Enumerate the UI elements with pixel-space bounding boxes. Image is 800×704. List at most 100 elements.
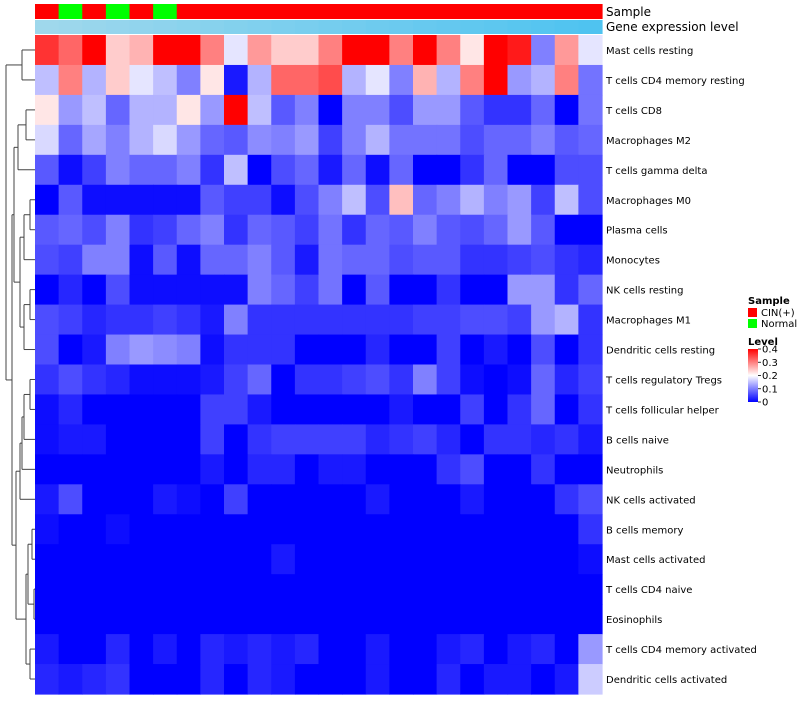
heatmap-cell — [271, 664, 296, 695]
gene-expression-annotation-cell — [507, 20, 532, 34]
heatmap-cell — [531, 394, 556, 426]
heatmap-cell — [318, 604, 343, 635]
heatmap-cell — [318, 154, 343, 186]
heatmap-cell — [507, 274, 532, 306]
heatmap-cell — [318, 64, 343, 96]
heatmap-cell — [105, 124, 131, 156]
heatmap-cell — [483, 364, 509, 396]
heatmap-cell — [413, 424, 438, 455]
heatmap-cell — [554, 334, 579, 366]
heatmap-cell — [318, 334, 343, 366]
heatmap-cell — [365, 574, 390, 605]
legend-swatch-normal — [748, 319, 757, 328]
heatmap-cell — [483, 664, 509, 695]
heatmap-cell — [271, 35, 296, 66]
annotation-label-sample: Sample — [606, 5, 651, 19]
heatmap-cell — [578, 514, 603, 545]
heatmap-cell — [176, 334, 201, 366]
heatmap-cell — [413, 184, 438, 216]
sample-annotation-cell — [507, 4, 532, 19]
sample-annotation-cell — [436, 4, 461, 19]
heatmap-cell — [271, 214, 296, 246]
heatmap-cell — [35, 604, 60, 635]
heatmap-cell — [413, 634, 438, 665]
heatmap-cell — [531, 184, 556, 216]
heatmap-cell — [436, 604, 461, 635]
heatmap-cell — [531, 364, 556, 396]
heatmap-cell — [224, 334, 249, 366]
heatmap-cell — [318, 124, 343, 156]
gene-expression-annotation-cell — [460, 20, 485, 34]
heatmap-cell — [35, 94, 60, 126]
heatmap-cell — [294, 35, 320, 66]
heatmap-cell — [153, 664, 178, 695]
heatmap-cell — [531, 94, 556, 126]
gene-expression-annotation-cell — [413, 20, 438, 34]
heatmap-cell — [35, 274, 60, 306]
heatmap-cell — [294, 394, 320, 426]
heatmap-cell — [578, 334, 603, 366]
heatmap-cell — [129, 364, 154, 396]
heatmap-cell — [153, 274, 178, 306]
heatmap-cell — [365, 154, 390, 186]
heatmap-cell — [224, 484, 249, 515]
heatmap-cell — [58, 634, 83, 665]
heatmap-cell — [365, 544, 390, 575]
heatmap-cell — [105, 334, 131, 366]
sample-annotation-cell — [200, 4, 225, 19]
heatmap-cell — [271, 484, 296, 515]
heatmap-cell — [105, 484, 131, 515]
heatmap-cell — [507, 574, 532, 605]
heatmap-cell — [483, 394, 509, 426]
heatmap-cell — [153, 94, 178, 126]
heatmap-cell — [578, 424, 603, 455]
heatmap-cell — [247, 574, 272, 605]
heatmap-cell — [389, 664, 414, 695]
heatmap-cell — [294, 484, 320, 515]
heatmap-cell — [35, 574, 60, 605]
heatmap-cell — [389, 304, 414, 336]
heatmap-cell — [460, 64, 485, 96]
gene-expression-annotation-cell — [342, 20, 367, 34]
heatmap-cell — [224, 364, 249, 396]
heatmap-cell — [105, 634, 131, 665]
heatmap-cell — [129, 634, 154, 665]
heatmap-cell — [271, 334, 296, 366]
heatmap-cell — [531, 604, 556, 635]
heatmap-cell — [436, 454, 461, 485]
heatmap-cell — [200, 184, 225, 216]
heatmap-cell — [153, 544, 178, 575]
heatmap-cell — [271, 574, 296, 605]
heatmap-cell — [35, 424, 60, 455]
heatmap-cell — [413, 514, 438, 545]
heatmap-cell — [413, 334, 438, 366]
heatmap-cell — [578, 184, 603, 216]
gene-expression-annotation-cell — [153, 20, 178, 34]
heatmap-cell — [365, 64, 390, 96]
heatmap-cell — [531, 64, 556, 96]
heatmap-cell — [318, 304, 343, 336]
heatmap-cell — [389, 484, 414, 515]
heatmap-cell — [224, 664, 249, 695]
heatmap-cell — [129, 244, 154, 276]
heatmap-cell — [82, 184, 107, 216]
heatmap-cell — [483, 154, 509, 186]
heatmap-cell — [342, 184, 367, 216]
sample-annotation-cell — [224, 4, 249, 19]
heatmap-cell — [294, 454, 320, 485]
heatmap-cell — [483, 94, 509, 126]
heatmap-cell — [247, 244, 272, 276]
heatmap-cell — [460, 454, 485, 485]
heatmap-cell — [176, 64, 201, 96]
heatmap-cell — [129, 454, 154, 485]
heatmap-cell — [507, 454, 532, 485]
sample-annotation-cell — [531, 4, 556, 19]
heatmap-cell — [153, 604, 178, 635]
row-labels: Mast cells resting T cells CD4 memory res… — [605, 46, 757, 686]
heatmap-cell — [247, 364, 272, 396]
heatmap-cell — [318, 454, 343, 485]
gene-expression-annotation-cell — [483, 20, 509, 34]
heatmap-cell — [224, 574, 249, 605]
heatmap-cell — [507, 244, 532, 276]
